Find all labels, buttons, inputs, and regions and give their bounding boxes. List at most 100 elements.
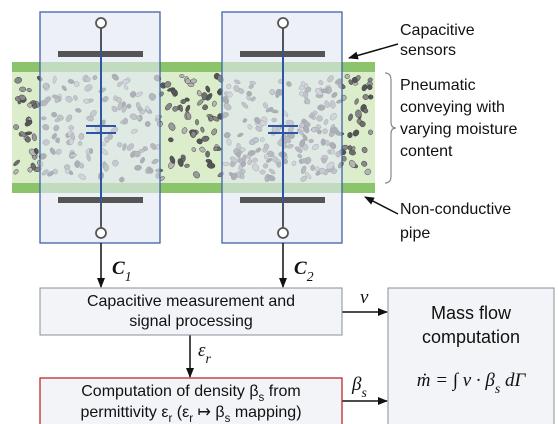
text-run: ṁ = ∫ v · β [417, 370, 496, 392]
particle [13, 159, 20, 166]
particle [364, 168, 372, 176]
particle [199, 146, 206, 153]
particle [14, 77, 22, 84]
particle [165, 103, 172, 111]
box-text: permittivity εr (εr ↦ βs mapping) [80, 404, 301, 424]
particle [168, 137, 174, 143]
measurement-box [39, 287, 343, 336]
text-run: ε [182, 404, 189, 421]
particle [27, 102, 33, 108]
particle [367, 77, 373, 83]
brace [384, 72, 397, 184]
particle [177, 158, 184, 167]
label: conveying with [400, 99, 505, 116]
particle [31, 133, 37, 142]
particle [190, 78, 197, 84]
text-run: mapping) [230, 404, 301, 421]
particle [33, 147, 39, 155]
signal-label: βs [351, 374, 367, 399]
particle [26, 88, 32, 93]
particle [361, 146, 368, 154]
signal-label: v [360, 287, 369, 308]
particle [185, 112, 192, 120]
particle [211, 100, 217, 107]
pointer-arrow [348, 43, 399, 60]
particle [206, 162, 216, 169]
text-run: ε [161, 404, 168, 421]
terminals [95, 17, 289, 239]
particle [170, 88, 178, 97]
box-text: computation [422, 327, 520, 347]
label: Non-conductive [400, 201, 511, 218]
text-run: ε [198, 340, 206, 361]
particle [181, 127, 188, 134]
label: Capacitive [400, 22, 475, 39]
subscript: r [206, 351, 212, 366]
particle [205, 85, 211, 93]
box-text: Computation of density βs from [81, 383, 301, 404]
text-run: ↦ [193, 404, 215, 421]
particle [169, 155, 176, 164]
box-text: signal processing [129, 313, 253, 330]
particle [342, 155, 347, 162]
particle [348, 113, 353, 122]
particle [368, 94, 374, 100]
particle [205, 150, 210, 158]
box-text: Capacitive measurement and [87, 293, 295, 310]
label: Pneumatic [400, 77, 476, 94]
subscript: s [225, 413, 231, 424]
text-run: ( [172, 404, 182, 421]
particle [13, 124, 19, 130]
particle [355, 109, 362, 118]
particle [179, 74, 185, 79]
particle [180, 154, 186, 159]
particle [352, 77, 358, 83]
particle [24, 136, 31, 143]
density-box [39, 377, 343, 424]
subscript: s [495, 381, 500, 396]
text-run: C [294, 258, 307, 279]
particle [187, 82, 195, 87]
signal-label: εr [198, 340, 212, 365]
particle [206, 93, 213, 101]
pipe-wall [12, 183, 375, 193]
label: sensors [400, 42, 456, 59]
particle [354, 98, 359, 105]
signal-label: C1 [112, 258, 132, 283]
text-run: v [360, 287, 369, 308]
particle [352, 129, 360, 137]
particle [367, 129, 374, 135]
particle [190, 130, 197, 138]
particle [196, 90, 202, 97]
particle [24, 119, 33, 127]
text-run: dΓ [500, 370, 526, 391]
massflow-box [387, 287, 555, 424]
text-run: β [351, 374, 362, 395]
particle [27, 167, 33, 173]
text-run: from [264, 383, 300, 400]
particle [168, 122, 176, 131]
particle [178, 104, 183, 112]
particle [359, 121, 366, 128]
particle [201, 135, 210, 142]
formula: ṁ = ∫ v · βs dΓ [417, 370, 527, 395]
signal-label: C2 [294, 258, 314, 283]
subscript: 2 [307, 269, 314, 284]
particle [172, 106, 179, 112]
particle [347, 132, 353, 139]
particle [349, 160, 356, 168]
subscript: s [259, 392, 265, 404]
particle [184, 163, 190, 168]
particle [362, 108, 369, 114]
particle [348, 79, 353, 85]
particle [202, 104, 208, 111]
sensor-wiring [86, 28, 298, 226]
particle [196, 138, 203, 145]
particle [13, 169, 19, 175]
subscript: r [169, 413, 173, 424]
particle [180, 99, 187, 104]
label: pipe [400, 225, 430, 242]
particle [19, 131, 27, 137]
particle [348, 149, 356, 156]
